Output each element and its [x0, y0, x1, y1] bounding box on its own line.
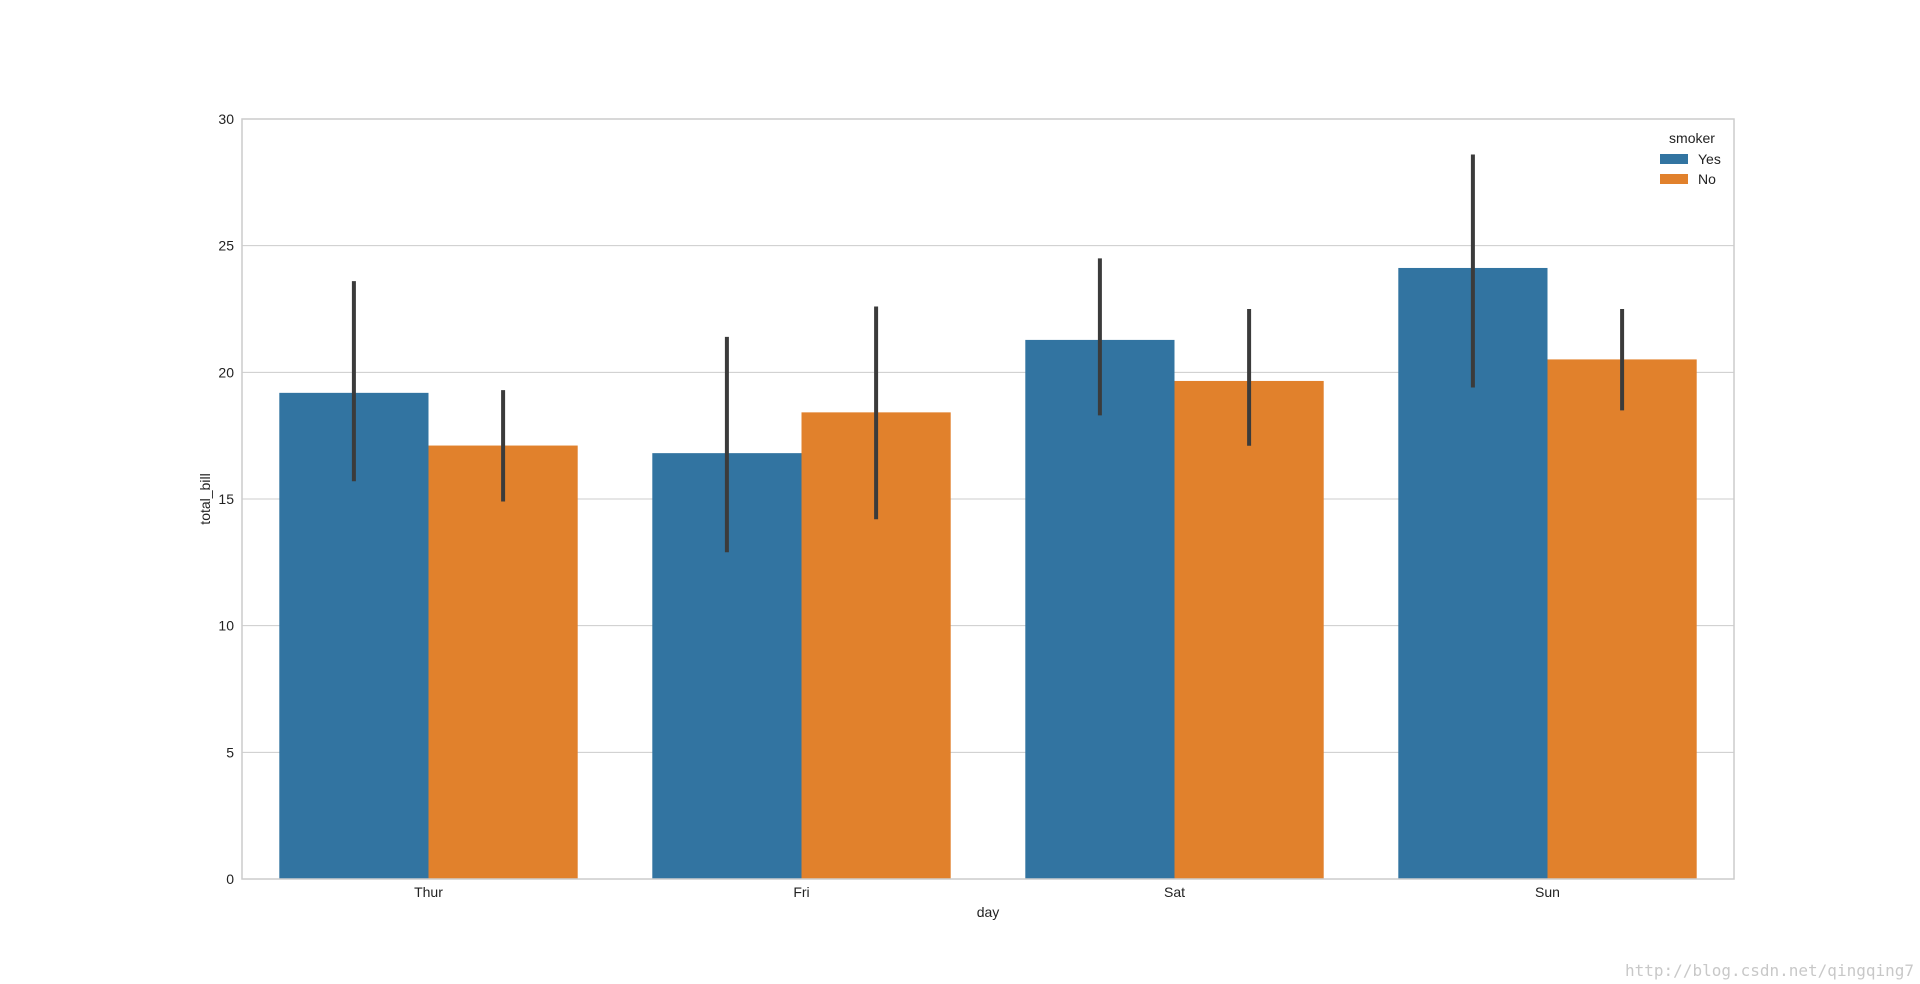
- x-tick-label: Sat: [1164, 884, 1185, 900]
- bar-no-thur: [428, 445, 578, 879]
- y-tick-label: 0: [226, 871, 234, 887]
- y-tick-label: 15: [218, 491, 234, 507]
- legend-swatch-no: [1660, 174, 1688, 184]
- x-tick-label: Sun: [1535, 884, 1560, 900]
- x-tick-label: Thur: [414, 884, 443, 900]
- y-tick-label: 30: [218, 111, 234, 127]
- y-tick-label: 20: [218, 364, 234, 380]
- x-axis-ticks: Thur Fri Sat Sun: [414, 884, 1560, 900]
- y-tick-label: 10: [218, 618, 234, 634]
- x-axis-label: day: [977, 904, 1000, 920]
- bar-no-sun: [1547, 359, 1697, 879]
- legend-items: Yes No: [1660, 151, 1721, 187]
- bar-yes-sat: [1025, 339, 1175, 879]
- bar-no-sat: [1174, 380, 1324, 879]
- y-tick-label: 5: [226, 744, 234, 760]
- y-tick-label: 25: [218, 238, 234, 254]
- y-axis-label: total_bill: [197, 473, 213, 524]
- legend-swatch-yes: [1660, 154, 1688, 164]
- error-bars: [351, 154, 1625, 553]
- y-axis-ticks: 0 5 10 15 20 25 30: [218, 111, 234, 887]
- x-tick-label: Fri: [793, 884, 809, 900]
- legend-label-no: No: [1698, 171, 1716, 187]
- legend: smoker Yes No: [1660, 130, 1721, 187]
- watermark: http://blog.csdn.net/qingqing7: [1625, 961, 1914, 980]
- plot-frame: [241, 118, 1735, 880]
- bars: [279, 267, 1697, 880]
- legend-title: smoker: [1669, 130, 1715, 146]
- legend-label-yes: Yes: [1698, 151, 1721, 167]
